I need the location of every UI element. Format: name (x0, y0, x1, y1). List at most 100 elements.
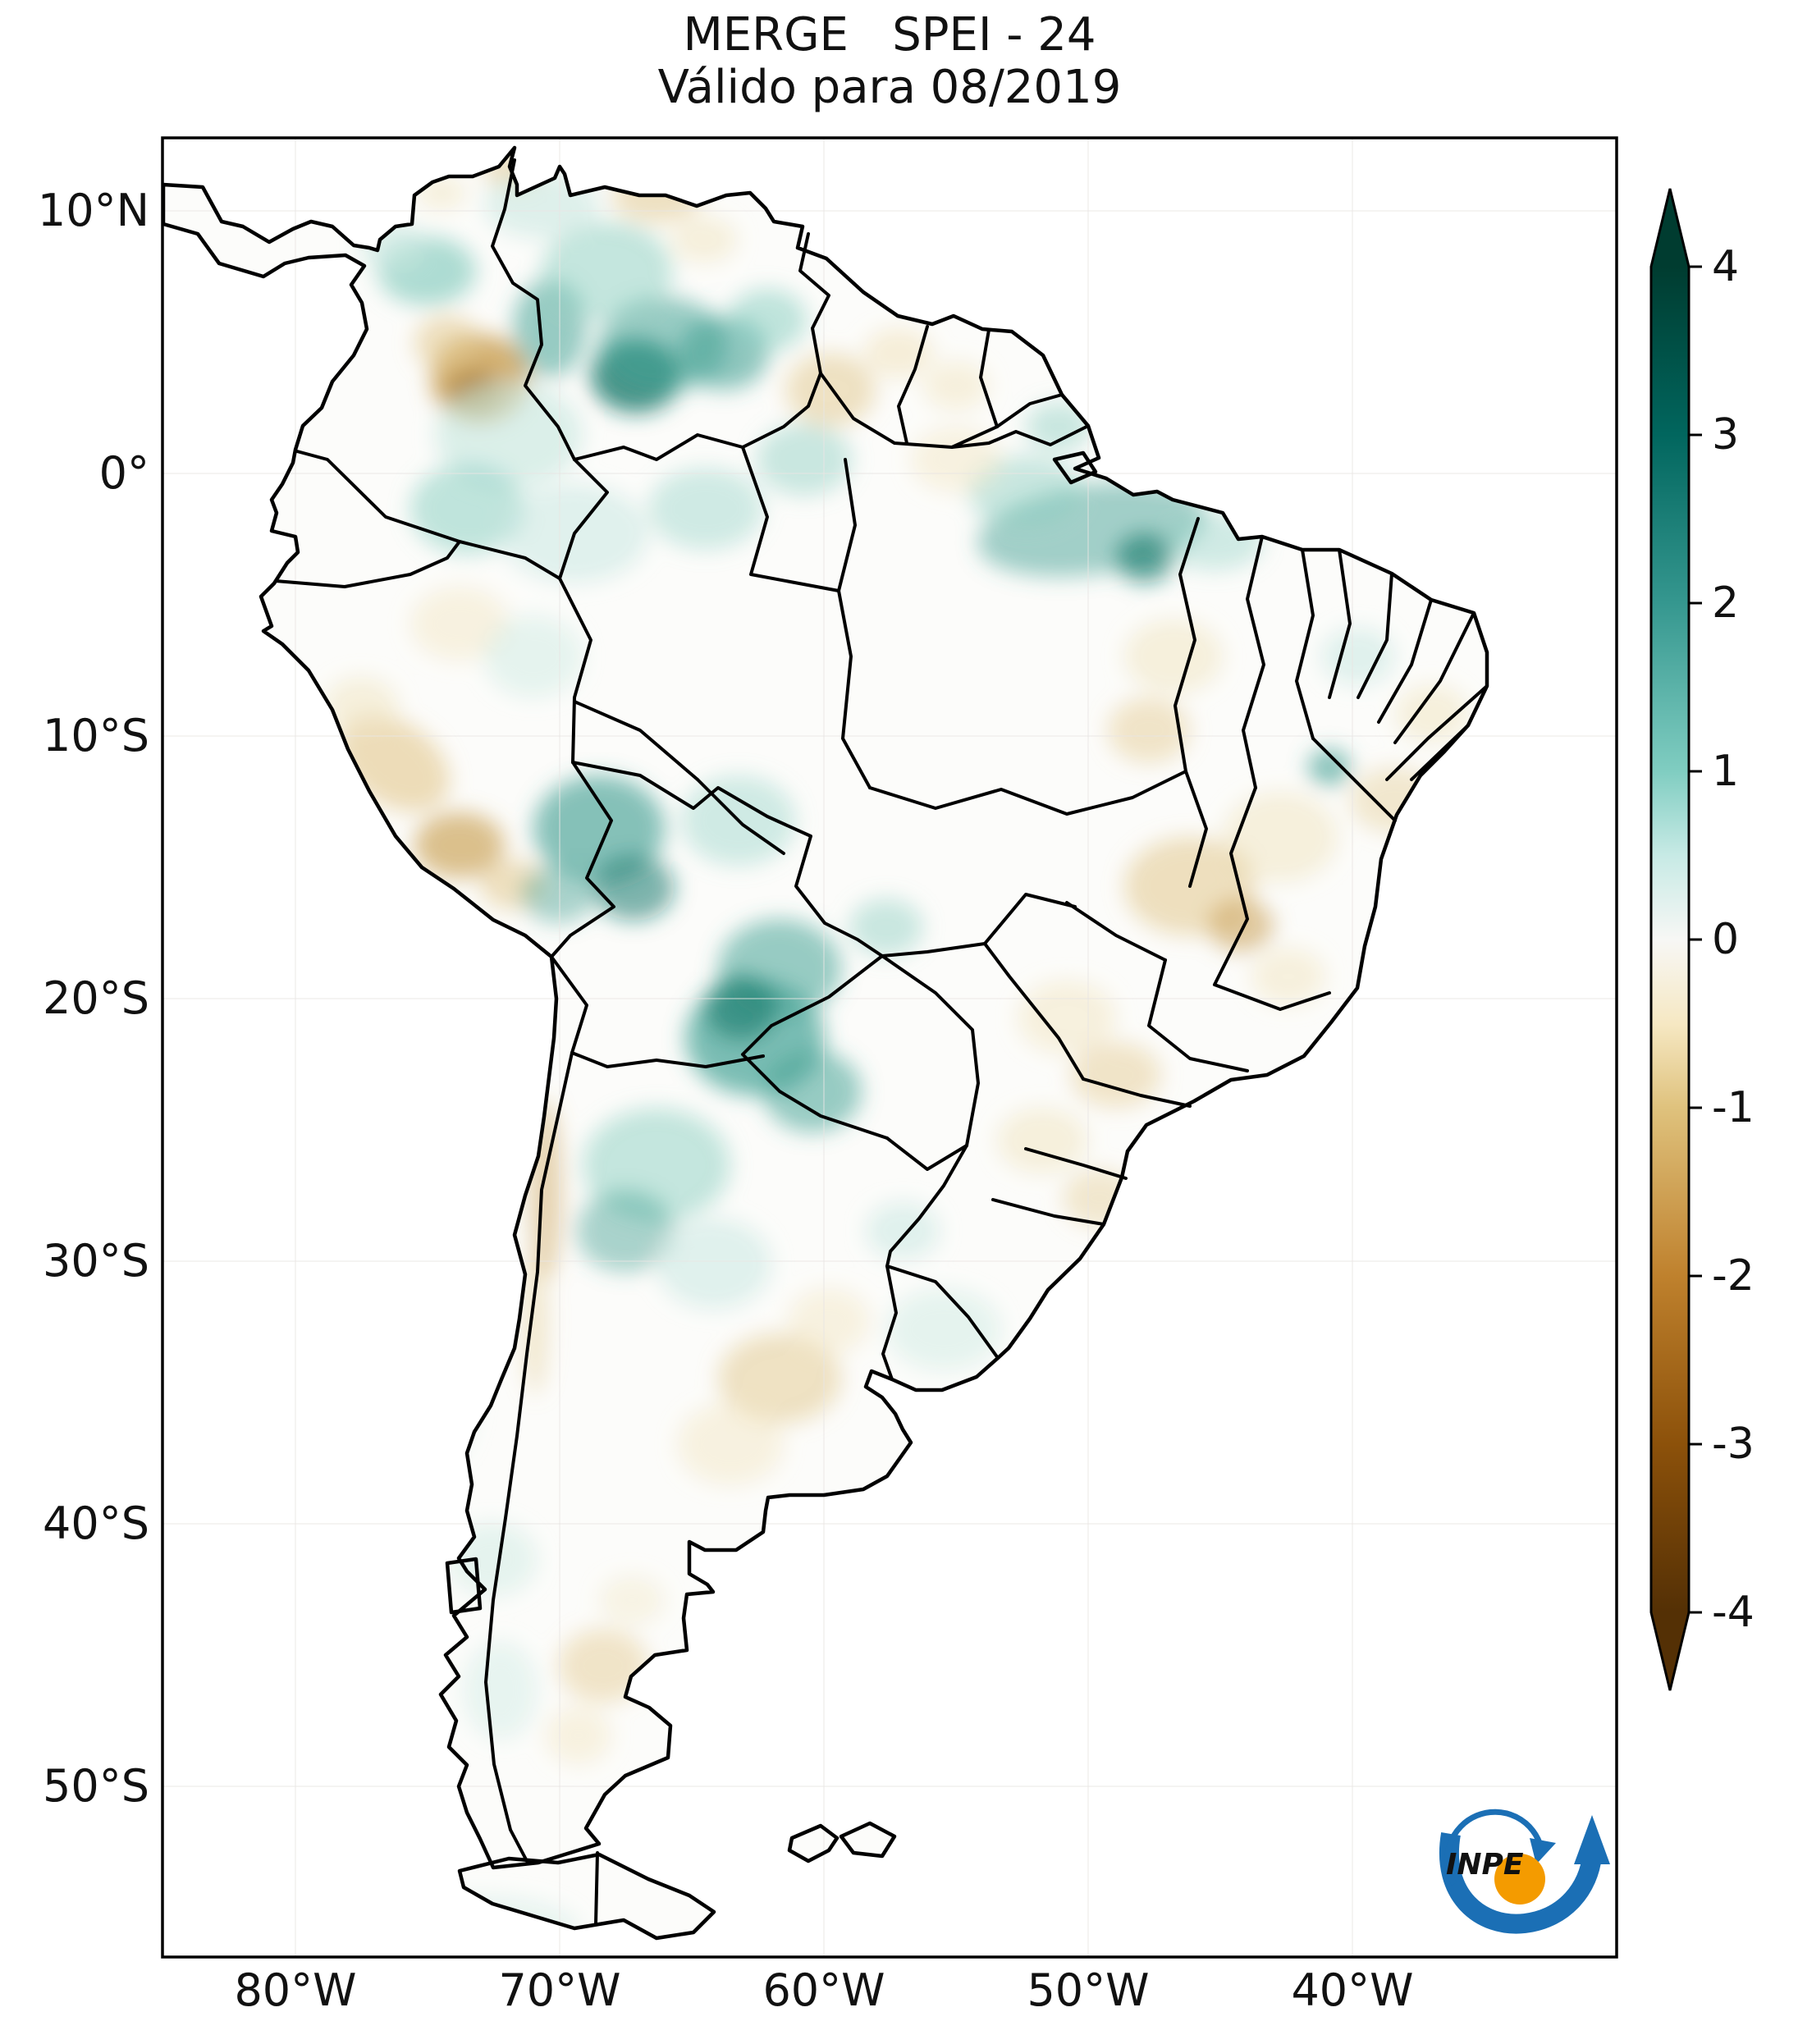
spei-blob (1108, 697, 1190, 763)
border-line (274, 540, 461, 588)
spei-blob (484, 615, 583, 697)
border-line (1242, 535, 1265, 789)
coastline (445, 1557, 483, 1615)
colorbar-tick-label: 1 (1712, 747, 1740, 796)
border-line (885, 1264, 1000, 1360)
border-line (881, 1264, 898, 1381)
logo-inner-arrow-icon (1530, 1838, 1556, 1864)
spei-blob (1223, 792, 1338, 882)
colorbar-tick-label: 3 (1712, 410, 1740, 460)
spei-blob (1251, 948, 1325, 1005)
spei-blob (788, 1288, 870, 1354)
spei-blob (1116, 533, 1174, 583)
map-frame (161, 136, 1618, 1959)
spei-blob (911, 427, 1001, 492)
border-line (741, 1053, 889, 1140)
border-line (819, 372, 999, 449)
spei-blob (704, 975, 778, 1040)
spei-blob (728, 289, 807, 351)
spei-blob (1071, 1042, 1161, 1108)
spei-blob (414, 315, 480, 371)
spei-blob (522, 1247, 548, 1395)
border-line (1184, 770, 1208, 888)
spei-blob (864, 328, 933, 377)
spei-blob (1208, 899, 1274, 952)
longitude-tick-label: 70°W (498, 1964, 621, 2016)
longitude-tick-label: 50°W (1027, 1964, 1150, 2016)
spei-field (324, 153, 1469, 1938)
spei-blob (1124, 620, 1223, 693)
border-line (1213, 786, 1257, 986)
latitude-tick-label: 40°S (43, 1498, 149, 1549)
spei-blob (886, 1288, 1001, 1370)
spei-blob (542, 222, 673, 320)
border-line (1410, 724, 1470, 781)
coastline (161, 145, 1489, 1870)
logo-orange-dot (1494, 1854, 1545, 1905)
border-line (1065, 901, 1167, 962)
spei-blob (576, 1190, 675, 1272)
spei-blob (546, 1707, 611, 1764)
border-line (1377, 598, 1433, 724)
border-line (573, 372, 822, 461)
spei-blob (599, 1575, 665, 1625)
spei-blob (435, 382, 583, 488)
spei-blob (657, 1219, 771, 1309)
colorbar-tick-label: -4 (1712, 1588, 1755, 1637)
border-line (991, 1198, 1105, 1226)
border-line (295, 450, 609, 580)
spei-blob (414, 812, 505, 878)
graticule (162, 138, 1617, 1957)
border-line (491, 158, 576, 461)
border-line (868, 770, 1187, 816)
spei-blob (757, 423, 852, 496)
border-line (550, 761, 615, 958)
latitude-tick-label: 10°N (37, 185, 149, 236)
border-line (1393, 611, 1475, 744)
spei-blob (324, 677, 398, 734)
colorbar-tick-label: -1 (1712, 1083, 1755, 1132)
spei-blob (763, 1050, 862, 1132)
figure-subtitle: Válido para 08/2019 (657, 61, 1122, 114)
latitude-tick-label: 0° (98, 447, 149, 499)
figure-title: MERGE SPEI - 24 (683, 8, 1096, 62)
latitude-tick-label: 30°S (43, 1235, 149, 1287)
coastline (457, 1852, 716, 1941)
border-line (881, 954, 980, 1147)
spei-blob (1321, 628, 1395, 685)
latitude-tick-label: 50°S (43, 1760, 149, 1812)
spei-blob (521, 866, 595, 923)
spei-blob (464, 1641, 538, 1740)
spei-blob (671, 217, 737, 263)
spei-blob (410, 587, 509, 661)
colorbar-tick-label: 4 (1712, 242, 1740, 291)
spei-blob (923, 361, 989, 410)
coastline (1052, 450, 1098, 485)
colorbar-tick-label: 2 (1712, 578, 1740, 628)
border-line (983, 893, 1077, 945)
latitude-tick-label: 10°S (43, 710, 149, 761)
colorbar-tick-label: 0 (1712, 915, 1740, 964)
spei-blob (558, 1629, 648, 1703)
border-line (550, 955, 588, 1054)
spei-blob (849, 899, 923, 956)
border-line (741, 446, 840, 592)
border-line (1385, 684, 1489, 781)
colorbar-tick-label: -2 (1712, 1251, 1755, 1301)
border-line (570, 1051, 765, 1068)
border-line (573, 700, 699, 781)
logo-text: INPE (1446, 1848, 1524, 1882)
border-line (741, 954, 884, 1056)
border-line (995, 393, 1064, 428)
border-line (484, 1051, 574, 1863)
border-line (1082, 1077, 1192, 1108)
border-line (798, 232, 830, 375)
border-line (897, 325, 929, 445)
spei-blob (718, 1333, 841, 1424)
logo-inner-arc (1444, 1809, 1544, 1886)
land-polygon (460, 1854, 714, 1938)
border-line (1147, 958, 1249, 1072)
spei-blob (1395, 685, 1469, 743)
border-line (1328, 548, 1352, 699)
